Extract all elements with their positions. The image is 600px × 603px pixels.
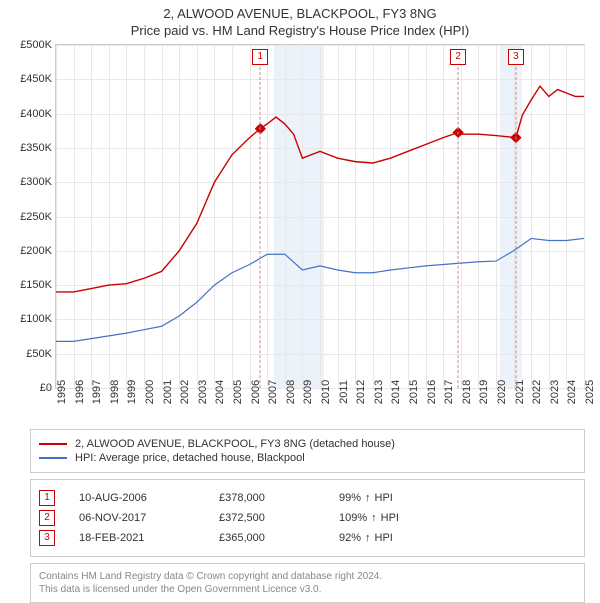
x-axis-label: 2022 bbox=[531, 380, 543, 404]
sale-hpi-pct: 92% bbox=[339, 532, 361, 544]
x-axis-label: 2000 bbox=[144, 380, 156, 404]
page-title: 2, ALWOOD AVENUE, BLACKPOOL, FY3 8NG bbox=[0, 6, 600, 21]
y-axis-label: £50K bbox=[26, 348, 52, 360]
plot-area: £0£50K£100K£150K£200K£250K£300K£350K£400… bbox=[55, 44, 585, 389]
x-axis-label: 2015 bbox=[408, 380, 420, 404]
x-axis-label: 2007 bbox=[267, 380, 279, 404]
x-axis-label: 2018 bbox=[461, 380, 473, 404]
y-axis-label: £300K bbox=[20, 176, 52, 188]
x-axis-label: 2005 bbox=[232, 380, 244, 404]
sale-row: 3 18-FEB-2021£365,00092% ↑ HPI bbox=[39, 530, 576, 546]
x-axis-label: 2017 bbox=[443, 380, 455, 404]
y-axis-label: £200K bbox=[20, 245, 52, 257]
sale-price: £372,500 bbox=[219, 512, 339, 524]
legend-label: 2, ALWOOD AVENUE, BLACKPOOL, FY3 8NG (de… bbox=[75, 438, 395, 450]
sale-marker-box: 3 bbox=[508, 49, 524, 65]
x-axis-label: 2008 bbox=[285, 380, 297, 404]
sale-hpi-label: HPI bbox=[375, 492, 393, 504]
x-axis-label: 1996 bbox=[74, 380, 86, 404]
x-axis-label: 2004 bbox=[214, 380, 226, 404]
sale-marker-box: 1 bbox=[252, 49, 268, 65]
x-axis-label: 2016 bbox=[426, 380, 438, 404]
sale-hpi: 92% ↑ HPI bbox=[339, 532, 393, 544]
legend: 2, ALWOOD AVENUE, BLACKPOOL, FY3 8NG (de… bbox=[30, 429, 585, 473]
x-axis-label: 1997 bbox=[91, 380, 103, 404]
x-axis-label: 2023 bbox=[549, 380, 561, 404]
series-hpi bbox=[56, 238, 584, 341]
x-grid-line bbox=[584, 45, 585, 388]
sale-price: £365,000 bbox=[219, 532, 339, 544]
sale-marker-box: 2 bbox=[450, 49, 466, 65]
sale-price: £378,000 bbox=[219, 492, 339, 504]
sale-row: 2 06-NOV-2017£372,500109% ↑ HPI bbox=[39, 510, 576, 526]
sale-row: 1 10-AUG-2006£378,00099% ↑ HPI bbox=[39, 490, 576, 506]
x-axis-label: 2014 bbox=[390, 380, 402, 404]
sale-date: 18-FEB-2021 bbox=[79, 532, 219, 544]
x-axis-label: 2003 bbox=[197, 380, 209, 404]
y-axis-label: £400K bbox=[20, 108, 52, 120]
x-axis-label: 2025 bbox=[584, 380, 596, 404]
sale-hpi-label: HPI bbox=[381, 512, 399, 524]
sale-date: 06-NOV-2017 bbox=[79, 512, 219, 524]
x-axis-label: 2011 bbox=[338, 380, 350, 404]
sale-hpi: 109% ↑ HPI bbox=[339, 512, 399, 524]
x-axis-label: 2019 bbox=[478, 380, 490, 404]
y-axis-label: £450K bbox=[20, 73, 52, 85]
x-axis-label: 2013 bbox=[373, 380, 385, 404]
x-axis-label: 2020 bbox=[496, 380, 508, 404]
x-axis-label: 1999 bbox=[126, 380, 138, 404]
sale-marker-vline bbox=[260, 67, 261, 388]
page-subtitle: Price paid vs. HM Land Registry's House … bbox=[0, 23, 600, 38]
sales-table: 1 10-AUG-2006£378,00099% ↑ HPI 2 06-NOV-2017£… bbox=[30, 479, 585, 557]
x-axis-label: 2010 bbox=[320, 380, 332, 404]
y-axis-label: £250K bbox=[20, 211, 52, 223]
x-axis-label: 2024 bbox=[566, 380, 578, 404]
sale-hpi-label: HPI bbox=[375, 532, 393, 544]
legend-item: 2, ALWOOD AVENUE, BLACKPOOL, FY3 8NG (de… bbox=[39, 438, 576, 450]
sale-hpi-pct: 99% bbox=[339, 492, 361, 504]
x-axis-label: 2002 bbox=[179, 380, 191, 404]
sale-marker-vline bbox=[515, 67, 516, 388]
x-axis-label: 2001 bbox=[162, 380, 174, 404]
x-axis-label: 2009 bbox=[302, 380, 314, 404]
y-axis-label: £350K bbox=[20, 142, 52, 154]
license-line-1: Contains HM Land Registry data © Crown c… bbox=[39, 570, 576, 583]
x-axis-label: 1995 bbox=[56, 380, 68, 404]
legend-label: HPI: Average price, detached house, Blac… bbox=[75, 452, 305, 464]
legend-swatch bbox=[39, 457, 67, 459]
y-axis-label: £100K bbox=[20, 313, 52, 325]
chart: £0£50K£100K£150K£200K£250K£300K£350K£400… bbox=[55, 44, 585, 389]
sale-hpi-pct: 109% bbox=[339, 512, 367, 524]
series-property bbox=[56, 86, 584, 292]
sale-index-box: 2 bbox=[39, 510, 55, 526]
legend-swatch bbox=[39, 443, 67, 445]
y-axis-label: £0 bbox=[40, 382, 52, 394]
sale-index-box: 1 bbox=[39, 490, 55, 506]
x-axis-label: 1998 bbox=[109, 380, 121, 404]
sale-index-box: 3 bbox=[39, 530, 55, 546]
sale-marker-vline bbox=[458, 67, 459, 388]
y-axis-label: £500K bbox=[20, 39, 52, 51]
sale-date: 10-AUG-2006 bbox=[79, 492, 219, 504]
y-axis-label: £150K bbox=[20, 279, 52, 291]
chart-svg bbox=[56, 45, 584, 388]
sale-hpi: 99% ↑ HPI bbox=[339, 492, 393, 504]
x-axis-label: 2012 bbox=[355, 380, 367, 404]
license-box: Contains HM Land Registry data © Crown c… bbox=[30, 563, 585, 603]
legend-item: HPI: Average price, detached house, Blac… bbox=[39, 452, 576, 464]
arrow-up-icon: ↑ bbox=[365, 492, 371, 504]
arrow-up-icon: ↑ bbox=[365, 532, 371, 544]
arrow-up-icon: ↑ bbox=[371, 512, 377, 524]
